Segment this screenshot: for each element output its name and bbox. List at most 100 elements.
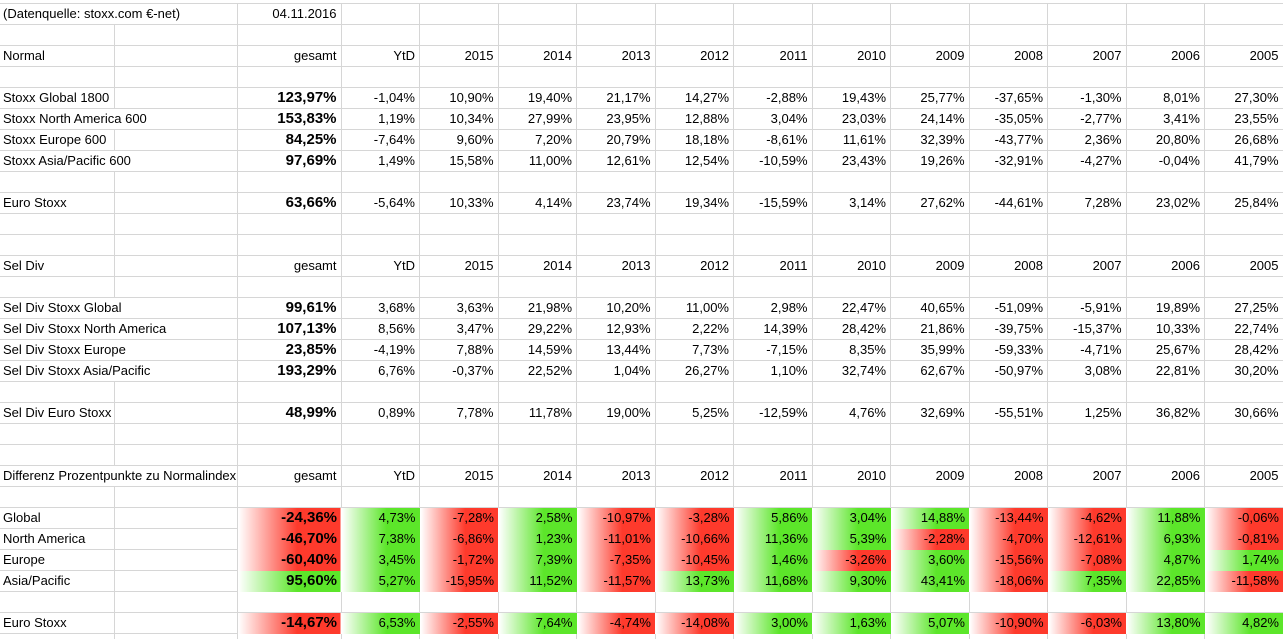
empty-cell[interactable] (419, 381, 499, 403)
year-value-cell[interactable]: 41,79% (1204, 150, 1283, 172)
empty-cell[interactable] (812, 213, 891, 235)
year-value-cell[interactable]: 22,74% (1204, 318, 1283, 340)
year-value-cell[interactable]: 25,67% (1126, 339, 1205, 361)
year-value-cell[interactable]: -4,71% (1047, 339, 1127, 361)
year-value-cell[interactable]: -1,72% (419, 549, 498, 571)
empty-cell[interactable] (341, 3, 420, 25)
row-label-cell[interactable]: Europe (0, 549, 238, 571)
year-value-cell[interactable]: 0,89% (341, 402, 420, 424)
year-value-cell[interactable]: -10,66% (655, 528, 734, 550)
empty-cell[interactable] (341, 444, 420, 466)
year-value-cell[interactable]: -15,37% (1047, 318, 1127, 340)
year-value-cell[interactable]: -4,62% (1047, 507, 1126, 529)
empty-cell[interactable] (1126, 213, 1205, 235)
column-header-cell[interactable]: 2009 (890, 255, 970, 277)
empty-cell[interactable] (1204, 423, 1283, 445)
year-value-cell[interactable]: 9,60% (419, 129, 499, 151)
empty-cell[interactable] (655, 276, 734, 298)
empty-cell[interactable] (237, 213, 342, 235)
empty-cell[interactable] (498, 24, 577, 46)
empty-cell[interactable] (498, 591, 577, 613)
row-label-cell[interactable]: Euro Stoxx (0, 612, 238, 634)
column-header-cell[interactable]: 2014 (498, 465, 577, 487)
year-value-cell[interactable]: 11,52% (498, 570, 577, 592)
row-label-cell[interactable]: Sel Div Euro Stoxx (0, 402, 238, 424)
year-value-cell[interactable]: 23,43% (812, 150, 891, 172)
year-value-cell[interactable]: -15,59% (733, 192, 813, 214)
empty-cell[interactable] (890, 444, 970, 466)
year-value-cell[interactable]: 40,65% (890, 297, 970, 319)
year-value-cell[interactable]: 19,43% (812, 87, 891, 109)
gesamt-value-cell[interactable]: -24,36% (237, 507, 341, 529)
year-value-cell[interactable]: 1,46% (733, 549, 812, 571)
empty-label-cell[interactable] (0, 381, 238, 403)
column-header-cell[interactable]: 2011 (733, 255, 813, 277)
year-value-cell[interactable]: 5,07% (890, 612, 969, 634)
year-value-cell[interactable]: 26,68% (1204, 129, 1283, 151)
year-value-cell[interactable]: -7,64% (341, 129, 420, 151)
empty-cell[interactable] (576, 444, 656, 466)
empty-cell[interactable] (969, 381, 1048, 403)
empty-label-cell[interactable] (0, 633, 238, 639)
empty-cell[interactable] (1047, 3, 1127, 25)
empty-cell[interactable] (733, 633, 813, 639)
empty-cell[interactable] (655, 213, 734, 235)
empty-cell[interactable] (237, 234, 342, 256)
empty-cell[interactable] (237, 276, 342, 298)
year-value-cell[interactable]: 7,73% (655, 339, 734, 361)
empty-cell[interactable] (341, 423, 420, 445)
year-value-cell[interactable]: 25,77% (890, 87, 970, 109)
empty-cell[interactable] (1204, 591, 1283, 613)
empty-cell[interactable] (733, 24, 813, 46)
empty-cell[interactable] (576, 171, 656, 193)
column-header-cell[interactable]: 2015 (419, 45, 499, 67)
year-value-cell[interactable]: 11,00% (498, 150, 577, 172)
year-value-cell[interactable]: 27,99% (498, 108, 577, 130)
empty-cell[interactable] (1047, 486, 1127, 508)
year-value-cell[interactable]: -7,35% (576, 549, 655, 571)
year-value-cell[interactable]: 11,36% (733, 528, 812, 550)
year-value-cell[interactable]: -0,04% (1126, 150, 1205, 172)
empty-cell[interactable] (576, 234, 656, 256)
year-value-cell[interactable]: -0,06% (1204, 507, 1283, 529)
empty-cell[interactable] (1204, 3, 1283, 25)
empty-cell[interactable] (1126, 3, 1205, 25)
empty-cell[interactable] (341, 486, 420, 508)
empty-cell[interactable] (419, 444, 499, 466)
empty-cell[interactable] (812, 423, 891, 445)
year-value-cell[interactable]: 24,14% (890, 108, 970, 130)
empty-cell[interactable] (419, 234, 499, 256)
year-value-cell[interactable]: 1,19% (341, 108, 420, 130)
year-value-cell[interactable]: 3,47% (419, 318, 499, 340)
empty-cell[interactable] (341, 381, 420, 403)
column-header-cell[interactable]: 2010 (812, 255, 891, 277)
row-label-cell[interactable]: Sel Div Stoxx Global (0, 297, 238, 319)
column-header-cell[interactable]: 2012 (655, 45, 734, 67)
empty-cell[interactable] (733, 486, 813, 508)
column-header-cell[interactable]: 2010 (812, 45, 891, 67)
year-value-cell[interactable]: 2,36% (1047, 129, 1127, 151)
empty-cell[interactable] (655, 423, 734, 445)
year-value-cell[interactable]: -3,26% (812, 549, 891, 571)
empty-cell[interactable] (576, 3, 656, 25)
year-value-cell[interactable]: 10,33% (1126, 318, 1205, 340)
year-value-cell[interactable]: 1,04% (576, 360, 656, 382)
gesamt-header-cell[interactable]: gesamt (237, 255, 342, 277)
year-value-cell[interactable]: 8,01% (1126, 87, 1205, 109)
year-value-cell[interactable]: 12,93% (576, 318, 656, 340)
year-value-cell[interactable]: -18,06% (969, 570, 1048, 592)
year-value-cell[interactable]: 9,30% (812, 570, 891, 592)
empty-cell[interactable] (1047, 633, 1127, 639)
empty-cell[interactable] (655, 486, 734, 508)
empty-cell[interactable] (419, 423, 499, 445)
empty-cell[interactable] (419, 591, 499, 613)
year-value-cell[interactable]: -2,28% (890, 528, 969, 550)
year-value-cell[interactable]: -2,77% (1047, 108, 1127, 130)
year-value-cell[interactable]: 21,98% (498, 297, 577, 319)
empty-cell[interactable] (812, 24, 891, 46)
year-value-cell[interactable]: 43,41% (890, 570, 969, 592)
section-title-cell[interactable]: Sel Div (0, 255, 238, 277)
gesamt-value-cell[interactable]: 193,29% (237, 360, 342, 382)
empty-cell[interactable] (733, 381, 813, 403)
year-value-cell[interactable]: 1,49% (341, 150, 420, 172)
